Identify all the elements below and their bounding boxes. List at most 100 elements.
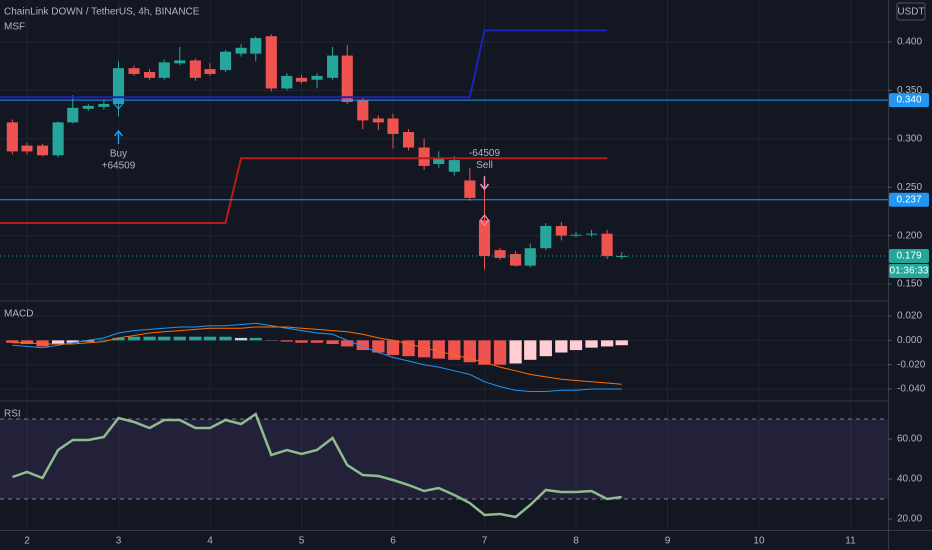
countdown-box [889,263,929,278]
candle-body [387,118,399,134]
price-level-box [889,93,929,108]
candle-body [265,36,277,89]
candle-body [418,147,430,166]
candle-body [189,60,201,78]
histogram-bar [127,336,141,341]
candle-body [36,145,49,156]
trade-amount: +64509 [102,161,136,172]
histogram-bar [569,340,583,351]
y-tick-label: 0.250 [897,182,922,193]
histogram-bar [112,337,125,341]
histogram-bar [372,340,385,353]
histogram-bar [295,340,308,343]
y-tick-label: -0.020 [897,359,926,370]
histogram-bar [189,336,202,341]
candle-body [448,160,460,172]
candle-body [570,234,582,236]
y-tick-label: 0.350 [897,85,922,96]
candle-body [433,158,445,164]
trade-marker [113,98,124,110]
candle-body [616,255,628,257]
histogram-bar [600,340,614,347]
price-level-box [889,192,929,207]
macd-line [12,322,622,392]
y-tick-label: 0.300 [897,133,922,144]
histogram-bar [417,340,431,358]
histogram-bar [463,340,476,363]
candle-body [52,122,64,156]
price-level-label: 0.237 [896,194,921,205]
histogram-bar [555,340,568,353]
candle-body [402,132,415,148]
histogram-bar [448,340,461,360]
indicator-name: MSF [4,22,25,33]
candle-body [82,105,94,109]
histogram-bar [493,340,507,365]
histogram-bar [97,339,111,341]
x-tick-label: 8 [573,536,579,547]
candle-body [311,75,323,80]
currency-box[interactable] [896,2,926,21]
candle-body [341,55,353,103]
histogram-bar [280,340,293,342]
trade-marker [479,214,490,227]
x-tick-label: 3 [116,536,122,547]
y-tick-label: 0.000 [897,335,922,346]
histogram-bar [539,340,552,357]
x-tick-label: 11 [845,536,856,547]
candle-body [327,55,339,78]
candle-body [494,250,506,258]
candle-body [235,47,247,54]
histogram-bar [615,340,628,346]
histogram-bar [432,340,445,359]
histogram-bar [524,340,537,360]
indicator-line [0,29,608,99]
candle-body [295,77,308,82]
candle-body [478,220,491,256]
trade-label: Buy [110,149,127,160]
histogram-bar [173,336,186,341]
trade-amount: -64509 [469,148,501,159]
x-tick-label: 10 [753,536,765,547]
y-tick-label: -0.040 [897,384,926,395]
price-level-box [889,248,929,263]
candle-body [555,225,567,236]
y-tick-label: 0.020 [897,311,922,322]
candle-body [112,68,125,104]
macd-line [12,326,622,385]
candle-body [250,38,262,54]
currency: USDT [897,7,924,18]
candle-body [158,62,170,78]
histogram-bar [585,340,598,348]
histogram-bar [219,336,232,341]
y-tick-label: 0.150 [897,279,922,290]
buy-arrow [113,129,124,144]
histogram-bar [249,337,262,341]
histogram-bar [203,336,217,341]
y-tick-label: 0.200 [897,230,922,241]
histogram-bar [509,340,522,364]
histogram-bar [82,340,95,342]
candle-body [67,107,79,123]
sell-arrow [479,176,490,191]
candle-body [128,68,140,74]
x-tick-label: 5 [299,536,305,547]
pane-title: RSI [4,409,21,420]
candle-body [98,103,110,107]
trade-label: Sell [476,160,493,171]
histogram-bar [310,340,324,343]
candle-body [585,233,598,235]
countdown-label: 01:36:33 [890,266,929,277]
x-tick-label: 7 [482,536,488,547]
histogram-bar [478,340,491,365]
price-level-label: 0.340 [896,95,921,106]
indicator-line [0,157,608,224]
candle-body [219,51,232,71]
x-tick-label: 4 [207,536,213,547]
candle-body [357,100,369,121]
x-tick-label: 9 [665,536,671,547]
